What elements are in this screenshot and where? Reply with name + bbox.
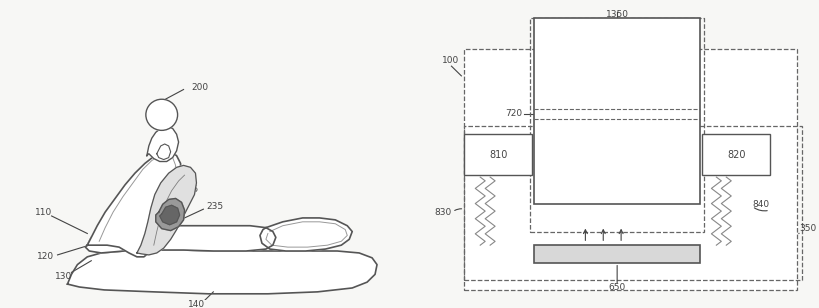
Polygon shape [137,165,197,255]
Polygon shape [156,198,184,231]
Polygon shape [156,144,170,160]
Text: 135A: 135A [718,140,742,148]
Text: 140: 140 [188,300,205,308]
Text: 110: 110 [35,208,52,217]
Text: 1350: 1350 [605,10,628,19]
Text: 120: 120 [37,252,54,261]
Bar [533,245,699,263]
Polygon shape [160,205,179,225]
Bar [464,49,796,290]
Text: 135: 135 [181,185,198,194]
Bar [464,127,801,280]
Circle shape [146,99,178,130]
Polygon shape [87,152,180,257]
Polygon shape [85,226,275,253]
Text: 225: 225 [112,219,129,228]
Text: 650: 650 [608,283,625,293]
Polygon shape [67,250,377,294]
Bar [702,134,769,175]
Bar [464,134,532,175]
Text: 100: 100 [441,56,458,65]
Polygon shape [260,218,352,251]
Text: 350: 350 [799,224,816,233]
Bar [533,18,699,204]
Text: 235: 235 [206,202,224,211]
Text: 840: 840 [751,200,768,209]
Text: 830: 830 [434,208,451,217]
Text: 810: 810 [488,150,507,160]
Bar [529,18,704,232]
Text: 200: 200 [192,83,208,92]
Polygon shape [147,127,179,161]
Text: 125: 125 [135,175,152,184]
Text: 130: 130 [55,272,72,281]
Text: 720: 720 [505,109,521,118]
Text: 820: 820 [726,150,744,160]
